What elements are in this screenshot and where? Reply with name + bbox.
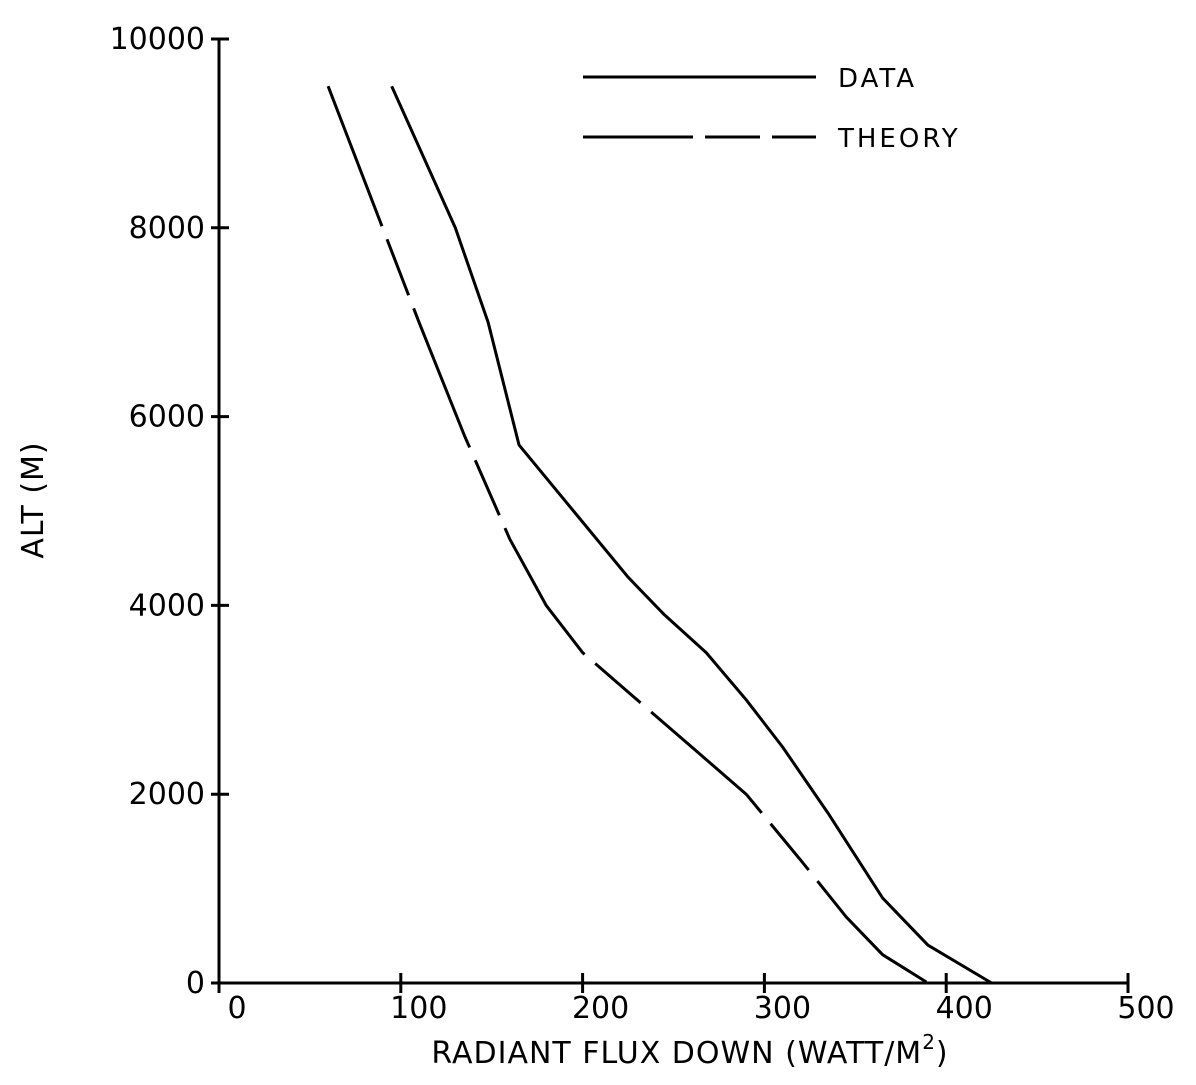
legend-label-theory: THEORY xyxy=(837,124,961,154)
x-axis-title-main: RADIANT FLUX DOWN (WATT/M xyxy=(431,1036,922,1071)
y-tick-label-2000: 2000 xyxy=(129,777,205,812)
y-tick-label-4000: 4000 xyxy=(129,588,205,623)
y-axis-title: ALT (M) xyxy=(16,441,51,558)
legend: DATA THEORY xyxy=(583,64,961,154)
ticks xyxy=(211,37,1130,993)
x-axis-title-suffix: ) xyxy=(936,1036,949,1071)
y-tick-label-6000: 6000 xyxy=(129,400,205,435)
tick-labels: 0 100 200 300 400 500 0 2000 4000 6000 8000 10000 xyxy=(110,22,1175,1026)
legend-label-data: DATA xyxy=(838,64,917,94)
x-tick-label-200: 200 xyxy=(572,991,629,1026)
x-tick-label-100: 100 xyxy=(390,991,447,1026)
x-axis-title-superscript: 2 xyxy=(922,1030,936,1054)
series-line-data xyxy=(390,85,993,985)
x-tick-label-0: 0 xyxy=(227,991,246,1026)
y-tick-label-10000: 10000 xyxy=(110,22,205,57)
x-tick-label-500: 500 xyxy=(1117,991,1174,1026)
x-axis-title: RADIANT FLUX DOWN (WATT/M2) xyxy=(431,1030,948,1071)
x-tick-label-300: 300 xyxy=(754,991,811,1026)
series-line-theory xyxy=(326,85,929,985)
axes xyxy=(217,39,1128,985)
x-tick-label-400: 400 xyxy=(936,991,993,1026)
y-tick-label-8000: 8000 xyxy=(129,211,205,246)
y-tick-label-0: 0 xyxy=(186,966,205,1001)
series-layer xyxy=(326,85,993,985)
